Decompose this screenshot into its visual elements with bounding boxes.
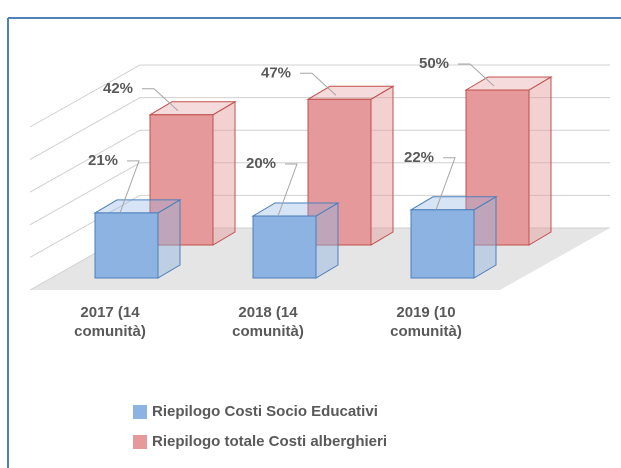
leader-line	[277, 163, 298, 217]
bar-side	[212, 100, 236, 246]
leader-line	[119, 160, 140, 214]
bar	[410, 209, 475, 279]
grid-line	[29, 97, 610, 161]
bar-side	[157, 199, 181, 279]
legend-swatch	[133, 405, 147, 419]
bar-side	[473, 195, 497, 279]
grid-line	[29, 64, 610, 128]
leader-line	[142, 88, 179, 112]
leader-line	[300, 72, 337, 96]
bar	[465, 89, 530, 246]
bar	[307, 98, 372, 246]
bar	[252, 215, 317, 279]
data-label: 42%	[103, 80, 133, 97]
legend-label: Riepilogo totale Costi alberghieri	[152, 433, 387, 450]
x-tick-label: 2018 (14 comunità)	[232, 304, 304, 340]
x-tick-label: 2019 (10 comunità)	[390, 304, 462, 340]
bar-side	[528, 76, 552, 246]
data-label: 21%	[88, 152, 118, 169]
legend-label: Riepilogo Costi Socio Educativi	[152, 403, 378, 420]
bar	[149, 114, 214, 246]
bar-side	[370, 85, 394, 246]
grid-line	[29, 194, 610, 258]
data-label: 47%	[261, 64, 291, 81]
leader-line	[435, 157, 456, 210]
bar	[94, 212, 159, 279]
grid-line	[29, 129, 610, 193]
data-label: 22%	[404, 149, 434, 166]
leader-line	[458, 63, 495, 87]
x-tick-label: 2017 (14 comunità)	[74, 304, 146, 340]
data-label: 50%	[419, 55, 449, 72]
data-label: 20%	[246, 155, 276, 172]
legend-swatch	[133, 435, 147, 449]
